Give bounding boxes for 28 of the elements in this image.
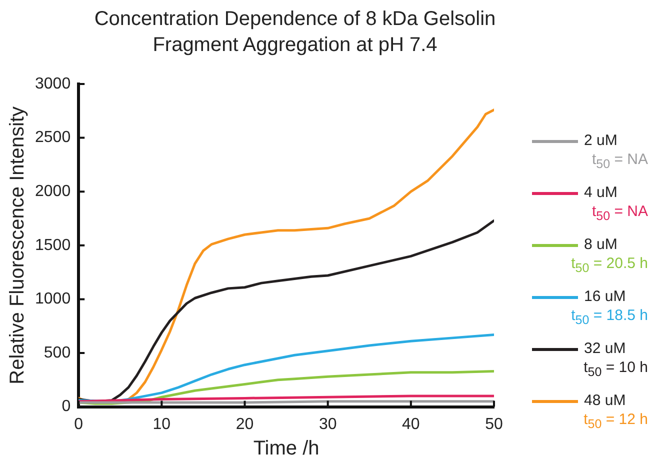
chart-title: Concentration Dependence of 8 kDa Gelsolin Fragment Aggregation at pH 7.4 <box>93 7 497 58</box>
text: t$_{50}$ = 12 h <box>584 411 648 431</box>
y-tick-label: 2500 <box>35 129 71 146</box>
x-tick-label: 0 <box>74 416 84 433</box>
y-tick-label: 500 <box>44 344 71 362</box>
legend-label: 2 uM <box>584 132 618 149</box>
y-axis-title: Relative Fluorescence Intensity <box>6 106 29 384</box>
legend-label: 32 uM <box>584 340 626 357</box>
text: t$_{50}$ = NA <box>592 203 648 223</box>
text: t$_{50}$ = 20.5 h <box>571 255 648 275</box>
y-tick-label: 1500 <box>35 236 71 254</box>
x-tick-label: 50 <box>485 416 503 433</box>
y-tick-label: 2000 <box>35 183 71 200</box>
legend-label: 8 uM <box>584 236 618 253</box>
y-tick-label: 0 <box>62 398 71 416</box>
x-tick-label: 40 <box>402 416 420 433</box>
legend-label: 48 uM <box>584 392 626 409</box>
x-axis-title: Time /h <box>253 438 320 460</box>
legend-label: 16 uM <box>584 288 626 305</box>
legend-label: 4 uM <box>584 184 618 201</box>
x-tick-label: 30 <box>318 416 337 433</box>
x-tick-label: 20 <box>236 416 254 433</box>
text: t$_{50}$ = 18.5 h <box>571 307 648 327</box>
text: t$_{50}$ = 10 h <box>584 359 648 379</box>
text: t$_{50}$ = NA <box>592 151 648 171</box>
y-tick-label: 3000 <box>35 75 71 92</box>
x-tick-label: 10 <box>152 416 171 433</box>
y-tick-label: 1000 <box>35 290 71 308</box>
